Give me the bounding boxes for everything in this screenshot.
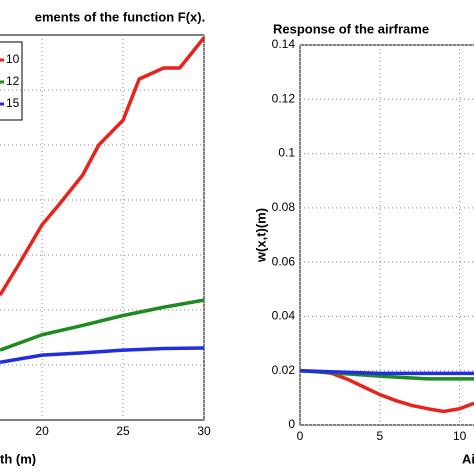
y-tick-label: 0.06 [272,254,296,268]
plot-frame [0,34,205,421]
x-tick-label: 5 [376,429,383,443]
x-tick-label: 20 [35,424,49,438]
x-tick-label: 0 [297,429,304,443]
y-tick-label: 0.1 [278,146,295,160]
legend [0,41,23,121]
x-tick-label: 10 [453,429,467,443]
y-tick-label: 0.14 [272,37,296,51]
legend-label: 15 [6,96,20,110]
x-axis-label: th (m) [0,451,36,466]
line-series [299,368,474,376]
legend-label: 10 [6,52,20,66]
y-axis-label: w(x,t)(m) [253,208,268,263]
legend-label: 12 [6,74,20,88]
plot-frame [299,44,474,426]
line-series [0,36,206,297]
y-tick-label: 0.02 [272,363,296,377]
x-tick-label: 25 [116,424,130,438]
y-tick-label: 0 [288,417,295,431]
x-tick-label: 30 [197,424,211,438]
x-axis-label: Ai [462,451,474,466]
line-series [0,298,205,352]
line-series [0,346,205,364]
chart-title: ements of the function F(x). [35,9,205,24]
chart-title: Response of the airframe [273,21,429,36]
y-tick-label: 0.12 [272,91,296,105]
y-tick-label: 0.04 [272,309,296,323]
y-tick-label: 0.08 [272,200,296,214]
